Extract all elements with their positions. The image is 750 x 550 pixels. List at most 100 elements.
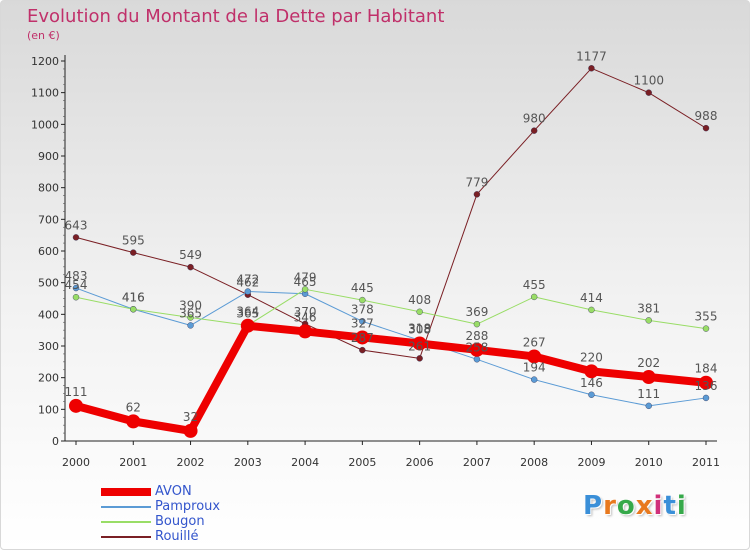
data-label-avon: 288 <box>465 329 488 343</box>
logo-letter: o <box>616 491 636 521</box>
data-point-bougon <box>187 314 194 321</box>
data-label-rouille: 988 <box>695 109 718 123</box>
data-label-avon: 220 <box>580 350 603 364</box>
data-label-pamproux: 136 <box>695 379 718 393</box>
x-tick-label: 2005 <box>348 456 376 469</box>
data-point-bougon <box>130 306 137 313</box>
data-label-bougon: 365 <box>236 306 259 320</box>
data-label-pamproux: 111 <box>637 387 660 401</box>
data-label-bougon: 355 <box>695 310 718 324</box>
y-tick-label: 500 <box>38 277 59 290</box>
x-tick-label: 2001 <box>119 456 147 469</box>
data-point-pamproux <box>359 318 366 325</box>
legend-label-rouille: Rouillé <box>155 529 199 544</box>
data-label-pamproux: 194 <box>523 361 546 375</box>
data-label-avon: 202 <box>637 356 660 370</box>
y-tick-label: 1100 <box>31 87 59 100</box>
logo-letter: i <box>676 491 687 521</box>
data-point-avon <box>355 330 370 345</box>
data-label-avon: 111 <box>65 385 88 399</box>
data-point-avon <box>183 423 198 438</box>
x-tick-label: 2006 <box>406 456 434 469</box>
data-point-bougon <box>301 286 309 293</box>
data-label-avon: 308 <box>408 322 431 336</box>
axes: 0 100 200 300 400 500 600 700 800 900 1000 1100 1200… <box>31 55 720 469</box>
data-point-rouille <box>187 263 194 271</box>
data-label-pamproux: 472 <box>236 273 259 287</box>
data-point-pamproux <box>187 322 194 329</box>
chart-title: Evolution du Montant de la Dette par Hab… <box>27 6 445 27</box>
data-point-pamproux <box>530 376 538 383</box>
y-tick-label: 400 <box>38 308 59 321</box>
legend: AVON Pamproux Bougon Rouillé <box>101 484 301 545</box>
data-label-bougon: 381 <box>637 301 660 315</box>
data-point-bougon <box>588 306 595 314</box>
data-label-pamproux: 416 <box>122 290 145 304</box>
data-label-bougon: 408 <box>408 293 431 307</box>
data-point-bougon <box>702 325 710 332</box>
data-label-avon: 62 <box>126 400 141 414</box>
x-tick-label: 2000 <box>62 456 90 469</box>
data-point-avon <box>412 336 427 351</box>
series-line-avon <box>72 321 710 435</box>
data-label-rouille: 980 <box>523 112 546 126</box>
data-label-avon: 346 <box>294 310 317 324</box>
data-label-pamproux: 465 <box>294 275 317 289</box>
data-label-rouille: 779 <box>465 175 488 189</box>
logo-letter: i <box>653 491 664 521</box>
x-tick-label: 2008 <box>520 456 548 469</box>
chart-subtitle: (en €) <box>27 29 60 42</box>
data-label-bougon: 445 <box>351 281 374 295</box>
legend-swatch-pamproux <box>101 506 151 508</box>
x-tick-label: 2010 <box>635 456 663 469</box>
data-point-bougon <box>359 296 366 304</box>
data-label-bougon: 454 <box>65 278 88 292</box>
data-point-rouille <box>702 124 710 132</box>
data-label-pamproux: 146 <box>580 376 603 390</box>
data-point-rouille <box>130 249 137 256</box>
legend-item-avon: AVON <box>101 484 301 500</box>
data-point-pamproux <box>244 288 252 295</box>
data-point-pamproux <box>473 356 481 363</box>
logo-letter: t <box>663 491 677 521</box>
data-label-avon: 364 <box>236 305 259 319</box>
data-point-rouille <box>645 89 652 96</box>
legend-label-pamproux: Pamproux <box>155 499 221 514</box>
data-point-pamproux <box>645 402 652 410</box>
data-label-rouille: 549 <box>179 248 202 262</box>
data-label-pamproux: 258 <box>465 340 488 354</box>
data-label-avon: 184 <box>695 362 718 376</box>
data-point-pamproux <box>588 391 595 398</box>
data-label-rouille: 1100 <box>633 74 664 88</box>
data-label-rouille: 462 <box>236 276 259 290</box>
data-point-rouille <box>473 191 481 198</box>
y-tick-label: 300 <box>38 340 59 353</box>
data-label-pamproux: 365 <box>179 306 202 320</box>
data-point-pamproux <box>72 284 80 292</box>
data-point-rouille <box>530 127 538 134</box>
data-labels-layer: 643 595 549 462 370 287 261 779 980 1177 1100 988 48… <box>65 49 718 424</box>
data-point-rouille <box>72 234 80 241</box>
y-tick-label: 100 <box>38 403 59 416</box>
data-point-rouille <box>588 65 595 72</box>
y-tick-label: 200 <box>38 372 59 385</box>
proxiti-logo: Proxiti <box>583 491 687 521</box>
data-label-bougon: 416 <box>122 290 145 304</box>
data-label-pamproux: 318 <box>408 321 431 335</box>
data-point-bougon <box>416 308 423 315</box>
data-point-avon <box>126 414 141 429</box>
data-label-rouille: 1177 <box>576 49 607 63</box>
data-point-rouille <box>416 355 423 362</box>
data-label-avon: 267 <box>523 335 546 349</box>
legend-swatch-rouille <box>101 536 151 538</box>
logo-letter: r <box>603 491 617 521</box>
data-label-bougon: 455 <box>523 278 546 292</box>
data-label-bougon: 390 <box>179 299 202 313</box>
logo-letter: x <box>635 491 654 521</box>
y-tick-label: 600 <box>38 245 59 258</box>
y-tick-label: 700 <box>38 213 59 226</box>
series-layer <box>69 65 713 438</box>
legend-item-pamproux: Pamproux <box>101 499 301 515</box>
data-point-bougon <box>72 294 80 301</box>
